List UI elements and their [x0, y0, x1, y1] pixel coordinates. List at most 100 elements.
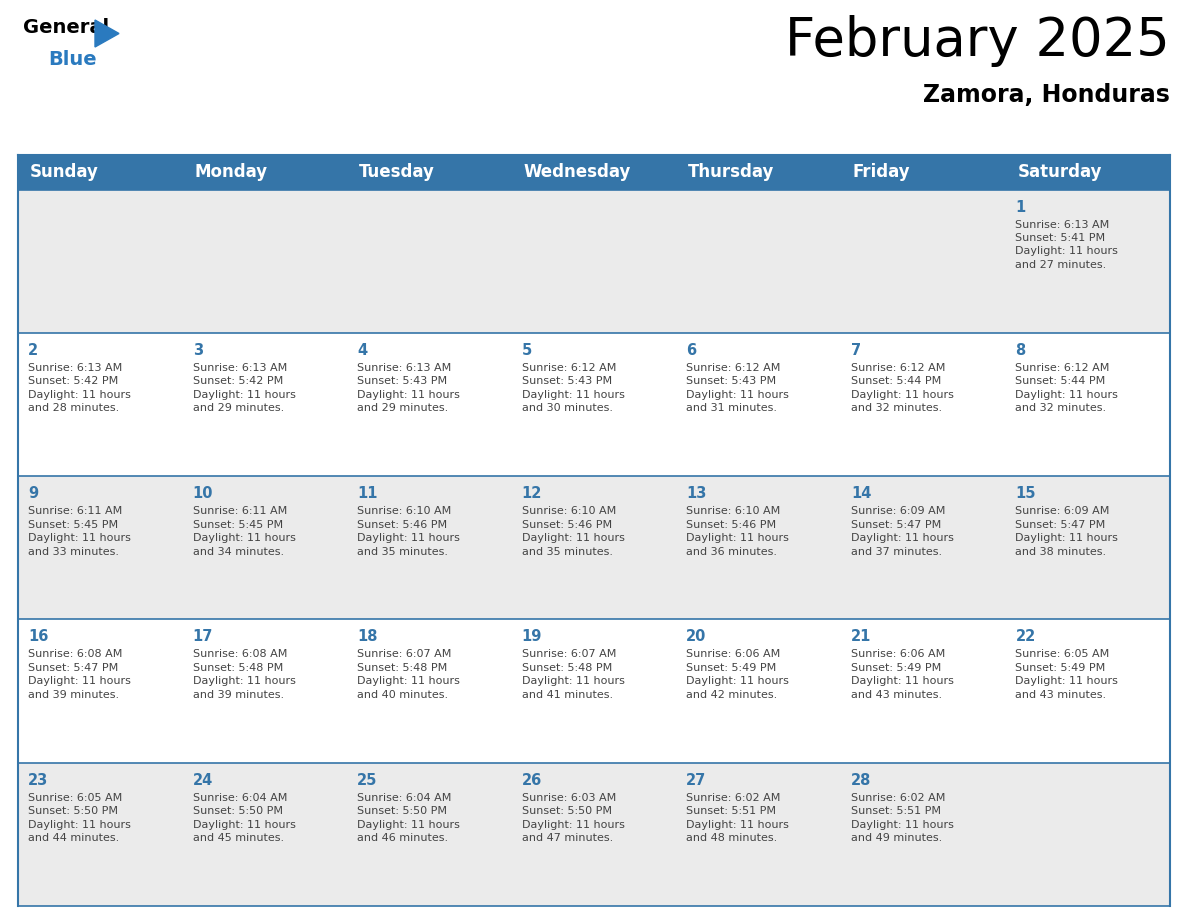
- Text: Thursday: Thursday: [688, 163, 775, 181]
- Text: 2: 2: [29, 342, 38, 358]
- Text: Daylight: 11 hours: Daylight: 11 hours: [29, 677, 131, 687]
- Text: 3: 3: [192, 342, 203, 358]
- Text: 5: 5: [522, 342, 532, 358]
- Bar: [18, 189, 1170, 333]
- Text: 22: 22: [1016, 630, 1036, 644]
- Bar: [1005, 155, 1170, 189]
- Text: and 45 minutes.: and 45 minutes.: [192, 834, 284, 844]
- Bar: [676, 155, 841, 189]
- Text: Sunset: 5:49 PM: Sunset: 5:49 PM: [851, 663, 941, 673]
- Text: Sunset: 5:43 PM: Sunset: 5:43 PM: [687, 376, 777, 386]
- Text: Sunrise: 6:04 AM: Sunrise: 6:04 AM: [358, 793, 451, 802]
- Text: and 48 minutes.: and 48 minutes.: [687, 834, 777, 844]
- Text: and 33 minutes.: and 33 minutes.: [29, 546, 119, 556]
- Text: 18: 18: [358, 630, 378, 644]
- Text: Sunrise: 6:13 AM: Sunrise: 6:13 AM: [358, 363, 451, 373]
- Text: 8: 8: [1016, 342, 1025, 358]
- Text: Daylight: 11 hours: Daylight: 11 hours: [522, 677, 625, 687]
- Text: 15: 15: [1016, 487, 1036, 501]
- Text: Sunrise: 6:05 AM: Sunrise: 6:05 AM: [1016, 649, 1110, 659]
- Text: Daylight: 11 hours: Daylight: 11 hours: [851, 390, 954, 400]
- Text: Sunset: 5:49 PM: Sunset: 5:49 PM: [687, 663, 777, 673]
- Text: Sunset: 5:43 PM: Sunset: 5:43 PM: [358, 376, 447, 386]
- Text: 21: 21: [851, 630, 871, 644]
- Text: and 43 minutes.: and 43 minutes.: [851, 690, 942, 700]
- Text: 25: 25: [358, 773, 378, 788]
- Text: 10: 10: [192, 487, 213, 501]
- Text: Daylight: 11 hours: Daylight: 11 hours: [29, 533, 131, 543]
- Text: Sunrise: 6:09 AM: Sunrise: 6:09 AM: [851, 506, 946, 516]
- Bar: [18, 476, 1170, 620]
- Text: Daylight: 11 hours: Daylight: 11 hours: [522, 390, 625, 400]
- Text: Sunrise: 6:10 AM: Sunrise: 6:10 AM: [687, 506, 781, 516]
- Bar: [512, 155, 676, 189]
- Text: and 30 minutes.: and 30 minutes.: [522, 403, 613, 413]
- Text: and 44 minutes.: and 44 minutes.: [29, 834, 119, 844]
- Text: Daylight: 11 hours: Daylight: 11 hours: [851, 533, 954, 543]
- Text: Sunrise: 6:13 AM: Sunrise: 6:13 AM: [29, 363, 122, 373]
- Text: Friday: Friday: [853, 163, 910, 181]
- Text: Daylight: 11 hours: Daylight: 11 hours: [1016, 247, 1118, 256]
- Text: and 29 minutes.: and 29 minutes.: [358, 403, 448, 413]
- Text: Daylight: 11 hours: Daylight: 11 hours: [358, 390, 460, 400]
- Text: Sunset: 5:42 PM: Sunset: 5:42 PM: [29, 376, 119, 386]
- Text: 12: 12: [522, 487, 542, 501]
- Text: Sunrise: 6:05 AM: Sunrise: 6:05 AM: [29, 793, 122, 802]
- Text: Sunrise: 6:12 AM: Sunrise: 6:12 AM: [522, 363, 617, 373]
- Bar: [18, 620, 1170, 763]
- Text: Sunrise: 6:02 AM: Sunrise: 6:02 AM: [851, 793, 946, 802]
- Text: and 42 minutes.: and 42 minutes.: [687, 690, 777, 700]
- Text: Sunset: 5:50 PM: Sunset: 5:50 PM: [29, 806, 118, 816]
- Text: Sunset: 5:45 PM: Sunset: 5:45 PM: [192, 520, 283, 530]
- Text: Sunrise: 6:06 AM: Sunrise: 6:06 AM: [687, 649, 781, 659]
- Text: and 34 minutes.: and 34 minutes.: [192, 546, 284, 556]
- Text: Sunset: 5:47 PM: Sunset: 5:47 PM: [1016, 520, 1106, 530]
- Text: Sunset: 5:50 PM: Sunset: 5:50 PM: [192, 806, 283, 816]
- Text: and 32 minutes.: and 32 minutes.: [1016, 403, 1106, 413]
- Text: Sunset: 5:46 PM: Sunset: 5:46 PM: [358, 520, 447, 530]
- Text: Daylight: 11 hours: Daylight: 11 hours: [29, 390, 131, 400]
- Text: Daylight: 11 hours: Daylight: 11 hours: [192, 677, 296, 687]
- Text: and 31 minutes.: and 31 minutes.: [687, 403, 777, 413]
- Text: Sunrise: 6:09 AM: Sunrise: 6:09 AM: [1016, 506, 1110, 516]
- Text: Tuesday: Tuesday: [359, 163, 435, 181]
- Text: Monday: Monday: [195, 163, 267, 181]
- Text: Sunset: 5:48 PM: Sunset: 5:48 PM: [192, 663, 283, 673]
- Text: 6: 6: [687, 342, 696, 358]
- Text: Daylight: 11 hours: Daylight: 11 hours: [522, 533, 625, 543]
- Text: and 28 minutes.: and 28 minutes.: [29, 403, 119, 413]
- Text: Sunset: 5:47 PM: Sunset: 5:47 PM: [851, 520, 941, 530]
- Text: and 27 minutes.: and 27 minutes.: [1016, 260, 1107, 270]
- Text: Sunrise: 6:02 AM: Sunrise: 6:02 AM: [687, 793, 781, 802]
- Text: Sunset: 5:51 PM: Sunset: 5:51 PM: [687, 806, 776, 816]
- Text: 7: 7: [851, 342, 861, 358]
- Text: 13: 13: [687, 487, 707, 501]
- Text: Sunset: 5:51 PM: Sunset: 5:51 PM: [851, 806, 941, 816]
- Polygon shape: [95, 20, 119, 47]
- Text: Daylight: 11 hours: Daylight: 11 hours: [851, 677, 954, 687]
- Text: Daylight: 11 hours: Daylight: 11 hours: [192, 820, 296, 830]
- Text: Sunset: 5:43 PM: Sunset: 5:43 PM: [522, 376, 612, 386]
- Text: and 39 minutes.: and 39 minutes.: [192, 690, 284, 700]
- Text: Sunrise: 6:10 AM: Sunrise: 6:10 AM: [358, 506, 451, 516]
- Text: and 32 minutes.: and 32 minutes.: [851, 403, 942, 413]
- Text: Sunset: 5:46 PM: Sunset: 5:46 PM: [522, 520, 612, 530]
- Text: Daylight: 11 hours: Daylight: 11 hours: [358, 820, 460, 830]
- Text: Sunday: Sunday: [30, 163, 99, 181]
- Text: Daylight: 11 hours: Daylight: 11 hours: [192, 390, 296, 400]
- Text: 4: 4: [358, 342, 367, 358]
- Text: Sunrise: 6:06 AM: Sunrise: 6:06 AM: [851, 649, 946, 659]
- Text: Daylight: 11 hours: Daylight: 11 hours: [1016, 677, 1118, 687]
- Text: Sunset: 5:50 PM: Sunset: 5:50 PM: [358, 806, 447, 816]
- Text: Daylight: 11 hours: Daylight: 11 hours: [358, 677, 460, 687]
- Text: Sunrise: 6:08 AM: Sunrise: 6:08 AM: [192, 649, 287, 659]
- Text: Daylight: 11 hours: Daylight: 11 hours: [1016, 533, 1118, 543]
- Bar: [183, 155, 347, 189]
- Text: Daylight: 11 hours: Daylight: 11 hours: [1016, 390, 1118, 400]
- Text: Sunrise: 6:07 AM: Sunrise: 6:07 AM: [358, 649, 451, 659]
- Text: Sunset: 5:42 PM: Sunset: 5:42 PM: [192, 376, 283, 386]
- Text: Saturday: Saturday: [1017, 163, 1102, 181]
- Text: 20: 20: [687, 630, 707, 644]
- Text: Sunset: 5:41 PM: Sunset: 5:41 PM: [1016, 233, 1106, 243]
- Text: Sunset: 5:44 PM: Sunset: 5:44 PM: [851, 376, 941, 386]
